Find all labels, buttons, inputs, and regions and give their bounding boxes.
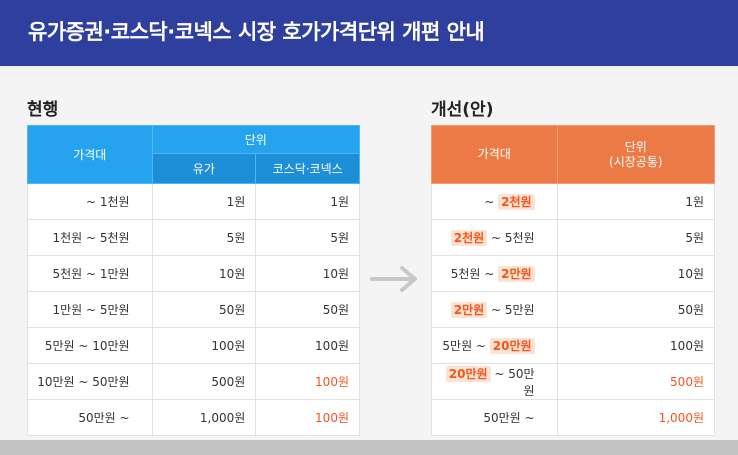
current-kosdaq-unit: 100원 xyxy=(255,399,360,436)
improved-header-unit: 단위 (시장공통) xyxy=(556,125,716,184)
current-table-row: 10만원 ~ 50만원 500원 100원 xyxy=(27,363,360,400)
improved-table-row: 50만원 ~ 1,000원 xyxy=(431,399,716,436)
current-header-kosdaq: 코스닥·코넥스 xyxy=(255,153,360,184)
improved-table-row: 20만원 ~ 50만원 500원 xyxy=(431,363,716,400)
price-highlight: 2만원 xyxy=(498,266,535,282)
title-banner: 유가증권·코스닥·코넥스 시장 호가가격단위 개편 안내 xyxy=(0,0,738,66)
improved-table-row: ~ 2천원 1원 xyxy=(431,183,716,220)
price-text: 50만원 ~ xyxy=(483,411,535,425)
current-table-row: 1만원 ~ 5만원 50원 50원 xyxy=(27,291,360,328)
current-kospi-unit: 5원 xyxy=(151,219,257,256)
page-title: 유가증권·코스닥·코넥스 시장 호가가격단위 개편 안내 xyxy=(28,20,485,44)
current-kospi-unit: 1원 xyxy=(151,183,257,220)
improved-price-range: 50만원 ~ xyxy=(431,399,558,436)
price-highlight: 20만원 xyxy=(445,365,491,382)
improved-price-range: 20만원 ~ 50만원 xyxy=(431,363,558,400)
current-kosdaq-unit: 5원 xyxy=(255,219,360,256)
current-kosdaq-unit: 10원 xyxy=(255,255,360,292)
right-arrow-icon xyxy=(370,266,417,292)
improved-unit: 100원 xyxy=(556,327,716,364)
current-header-kospi: 유가 xyxy=(151,153,257,184)
price-highlight: 20만원 xyxy=(489,338,535,354)
current-price-range: ~ 1천원 xyxy=(27,183,153,220)
improved-header-price: 가격대 xyxy=(431,125,558,184)
improved-price-range: 2천원 ~ 5천원 xyxy=(431,219,558,256)
improved-unit: 1원 xyxy=(556,183,716,220)
price-text: ~ 50만원 xyxy=(490,366,535,398)
current-price-range: 50만원 ~ xyxy=(27,399,153,436)
price-text: 5만원 ~ xyxy=(442,339,490,353)
improved-table-row: 2천원 ~ 5천원 5원 xyxy=(431,219,716,256)
improved-price-range: 5만원 ~ 20만원 xyxy=(431,327,558,364)
current-kospi-unit: 10원 xyxy=(151,255,257,292)
improved-unit: 5원 xyxy=(556,219,716,256)
improved-table: 가격대 단위 (시장공통) ~ 2천원 1원 2천원 ~ 5천원 5원 5천원 ~ 2만… xyxy=(431,125,716,436)
improved-header-unit-line1: 단위 xyxy=(624,139,647,154)
current-table-row: 1천원 ~ 5천원 5원 5원 xyxy=(27,219,360,256)
current-header-price: 가격대 xyxy=(27,125,153,184)
improved-price-range: ~ 2천원 xyxy=(431,183,558,220)
current-price-range: 1만원 ~ 5만원 xyxy=(27,291,153,328)
improved-unit: 1,000원 xyxy=(556,399,716,436)
current-kosdaq-unit: 1원 xyxy=(255,183,360,220)
improved-table-row: 5천원 ~ 2만원 10원 xyxy=(431,255,716,292)
price-text: ~ 5천원 xyxy=(487,231,535,245)
current-table-row: 5천원 ~ 1만원 10원 10원 xyxy=(27,255,360,292)
current-kospi-unit: 50원 xyxy=(151,291,257,328)
current-header-unit: 단위 xyxy=(151,125,361,154)
improved-unit: 500원 xyxy=(556,363,716,400)
current-section-label: 현행 xyxy=(27,100,59,120)
improved-unit: 50원 xyxy=(556,291,716,328)
current-kosdaq-unit: 100원 xyxy=(255,363,360,400)
current-kospi-unit: 500원 xyxy=(151,363,257,400)
current-kospi-unit: 1,000원 xyxy=(151,399,257,436)
current-price-range: 1천원 ~ 5천원 xyxy=(27,219,153,256)
current-price-range: 5천원 ~ 1만원 xyxy=(27,255,153,292)
improved-table-row: 2만원 ~ 5만원 50원 xyxy=(431,291,716,328)
price-highlight: 2만원 xyxy=(450,302,488,318)
improved-table-row: 5만원 ~ 20만원 100원 xyxy=(431,327,716,364)
current-price-range: 5만원 ~ 10만원 xyxy=(27,327,153,364)
improved-unit: 10원 xyxy=(556,255,716,292)
price-text: ~ 5만원 xyxy=(487,303,535,317)
price-text: ~ xyxy=(484,195,499,209)
current-price-range: 10만원 ~ 50만원 xyxy=(27,363,153,400)
current-table-row: ~ 1천원 1원 1원 xyxy=(27,183,360,220)
current-table-row: 50만원 ~1,000원 100원 xyxy=(27,399,360,436)
price-highlight: 2천원 xyxy=(498,194,535,210)
current-kospi-unit: 100원 xyxy=(151,327,257,364)
improved-price-range: 5천원 ~ 2만원 xyxy=(431,255,558,292)
improved-section-label: 개선(안) xyxy=(431,100,494,120)
improved-header-unit-line2: (시장공통) xyxy=(609,154,663,169)
current-kosdaq-unit: 100원 xyxy=(255,327,360,364)
current-table-row: 5만원 ~ 10만원 100원 100원 xyxy=(27,327,360,364)
improved-price-range: 2만원 ~ 5만원 xyxy=(431,291,558,328)
price-highlight: 2천원 xyxy=(450,230,488,246)
price-text: 5천원 ~ xyxy=(450,267,499,281)
current-table: 가격대 단위 유가 코스닥·코넥스 ~ 1천원 1원 1원 1천원 ~ 5천원 5원 5원… xyxy=(27,125,361,436)
current-kosdaq-unit: 50원 xyxy=(255,291,360,328)
